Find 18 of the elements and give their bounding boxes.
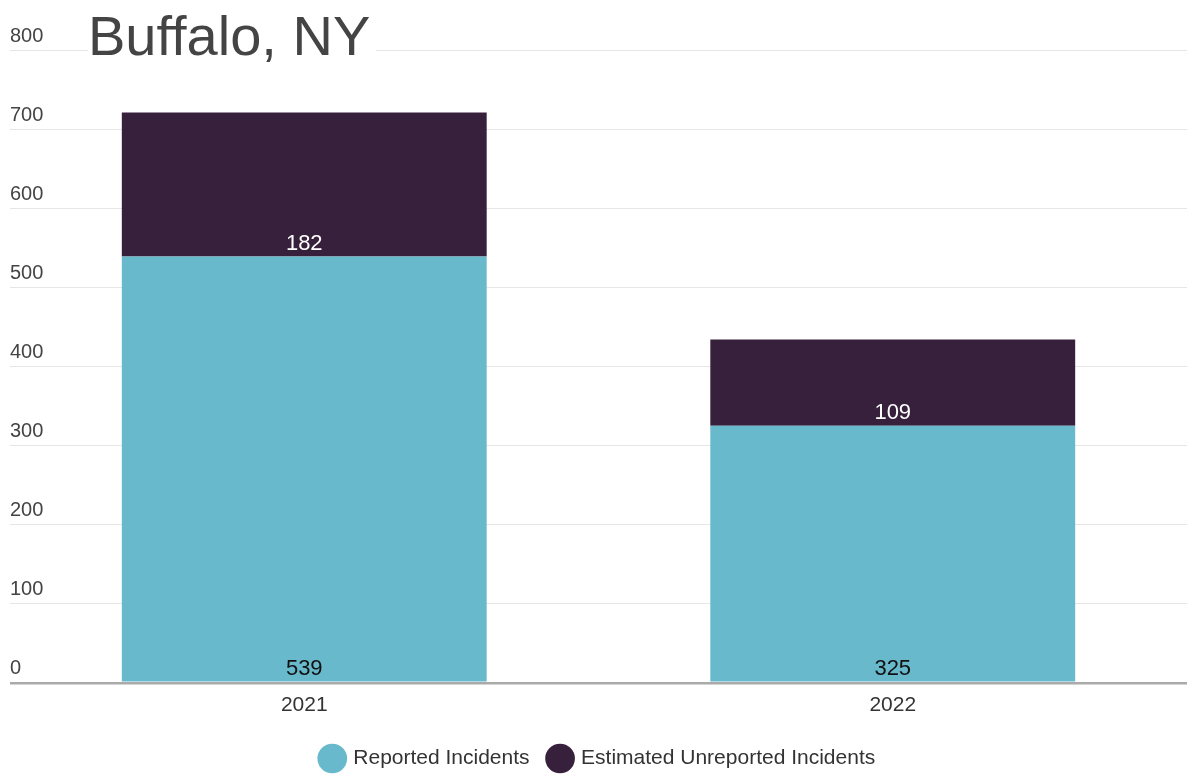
y-tick-label: 700 xyxy=(10,102,44,125)
y-tick-label: 300 xyxy=(10,419,44,442)
legend-label: Reported Incidents xyxy=(353,745,530,769)
y-tick-label: 500 xyxy=(10,260,44,283)
data-label: 325 xyxy=(874,654,912,680)
y-tick-label: 800 xyxy=(10,23,44,46)
y-tick-label: 600 xyxy=(10,181,44,204)
x-tick-label: 2021 xyxy=(280,692,328,716)
x-tick-label: 2022 xyxy=(869,692,917,716)
y-tick-label: 100 xyxy=(10,577,44,600)
data-label: 109 xyxy=(874,398,912,424)
y-tick-label: 0 xyxy=(10,656,22,679)
data-label: 539 xyxy=(285,654,323,680)
chart-title: Buffalo, NY xyxy=(88,0,377,72)
y-tick-label: 400 xyxy=(10,339,44,362)
data-label: 182 xyxy=(285,229,323,255)
y-tick-label: 200 xyxy=(10,498,44,521)
legend-label: Estimated Unreported Incidents xyxy=(581,745,876,769)
